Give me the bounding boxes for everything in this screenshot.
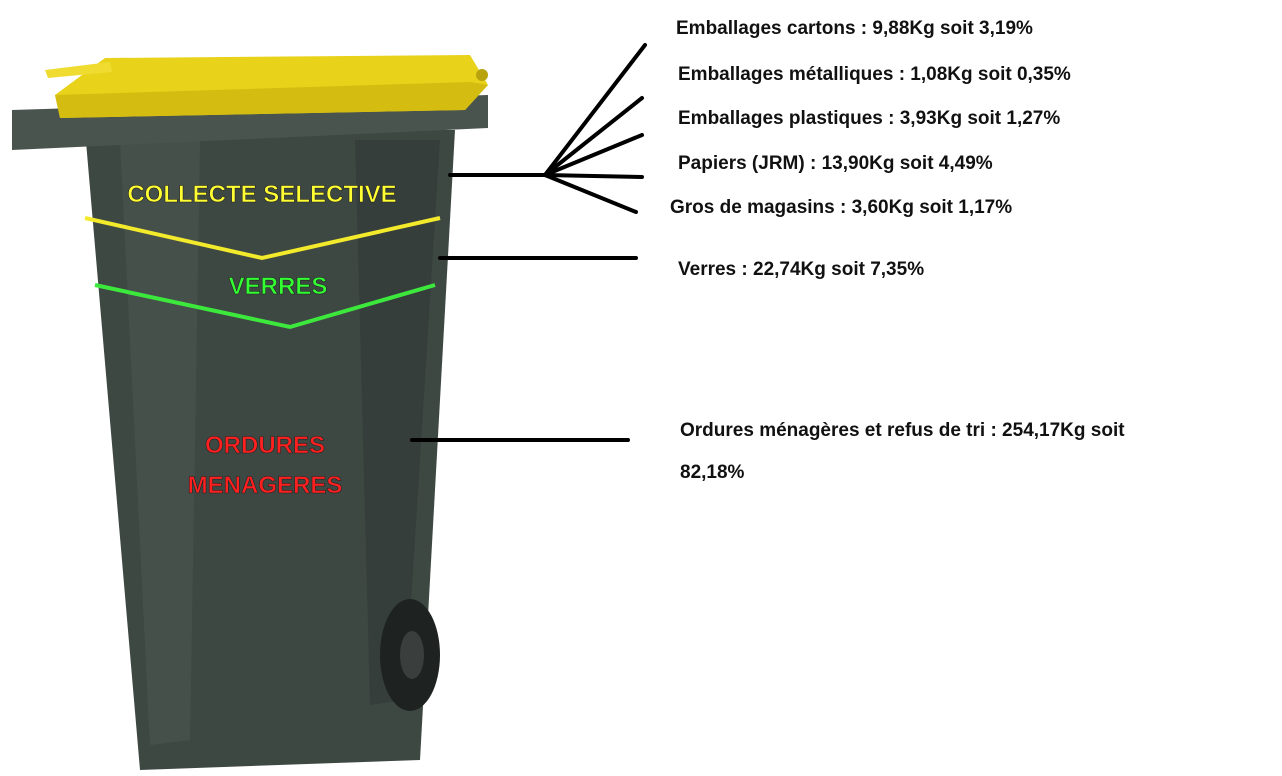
bin-label: VERRES bbox=[229, 273, 328, 300]
annotation: Emballages cartons : 9,88Kg soit 3,19% bbox=[676, 18, 1033, 39]
annotation: Ordures ménagères et refus de tri : 254,… bbox=[680, 420, 1125, 441]
annotation: Gros de magasins : 3,60Kg soit 1,17% bbox=[670, 197, 1012, 218]
bin bbox=[12, 55, 488, 770]
bin-label: COLLECTE SELECTIVE bbox=[127, 181, 396, 208]
leader-line bbox=[545, 175, 642, 177]
wheel-hub bbox=[400, 631, 424, 679]
leader-line bbox=[545, 175, 636, 212]
annotation: Verres : 22,74Kg soit 7,35% bbox=[678, 259, 924, 280]
annotation: Emballages métalliques : 1,08Kg soit 0,3… bbox=[678, 64, 1071, 85]
annotation: Emballages plastiques : 3,93Kg soit 1,27… bbox=[678, 108, 1060, 129]
diagram: COLLECTE SELECTIVE VERRES ORDURES MENAGE… bbox=[0, 0, 1282, 776]
lid-hinge bbox=[476, 69, 488, 81]
bin-label: ORDURES bbox=[205, 432, 325, 459]
annotation: 82,18% bbox=[680, 462, 745, 483]
bin-label: MENAGERES bbox=[188, 472, 343, 499]
annotation: Papiers (JRM) : 13,90Kg soit 4,49% bbox=[678, 153, 993, 174]
